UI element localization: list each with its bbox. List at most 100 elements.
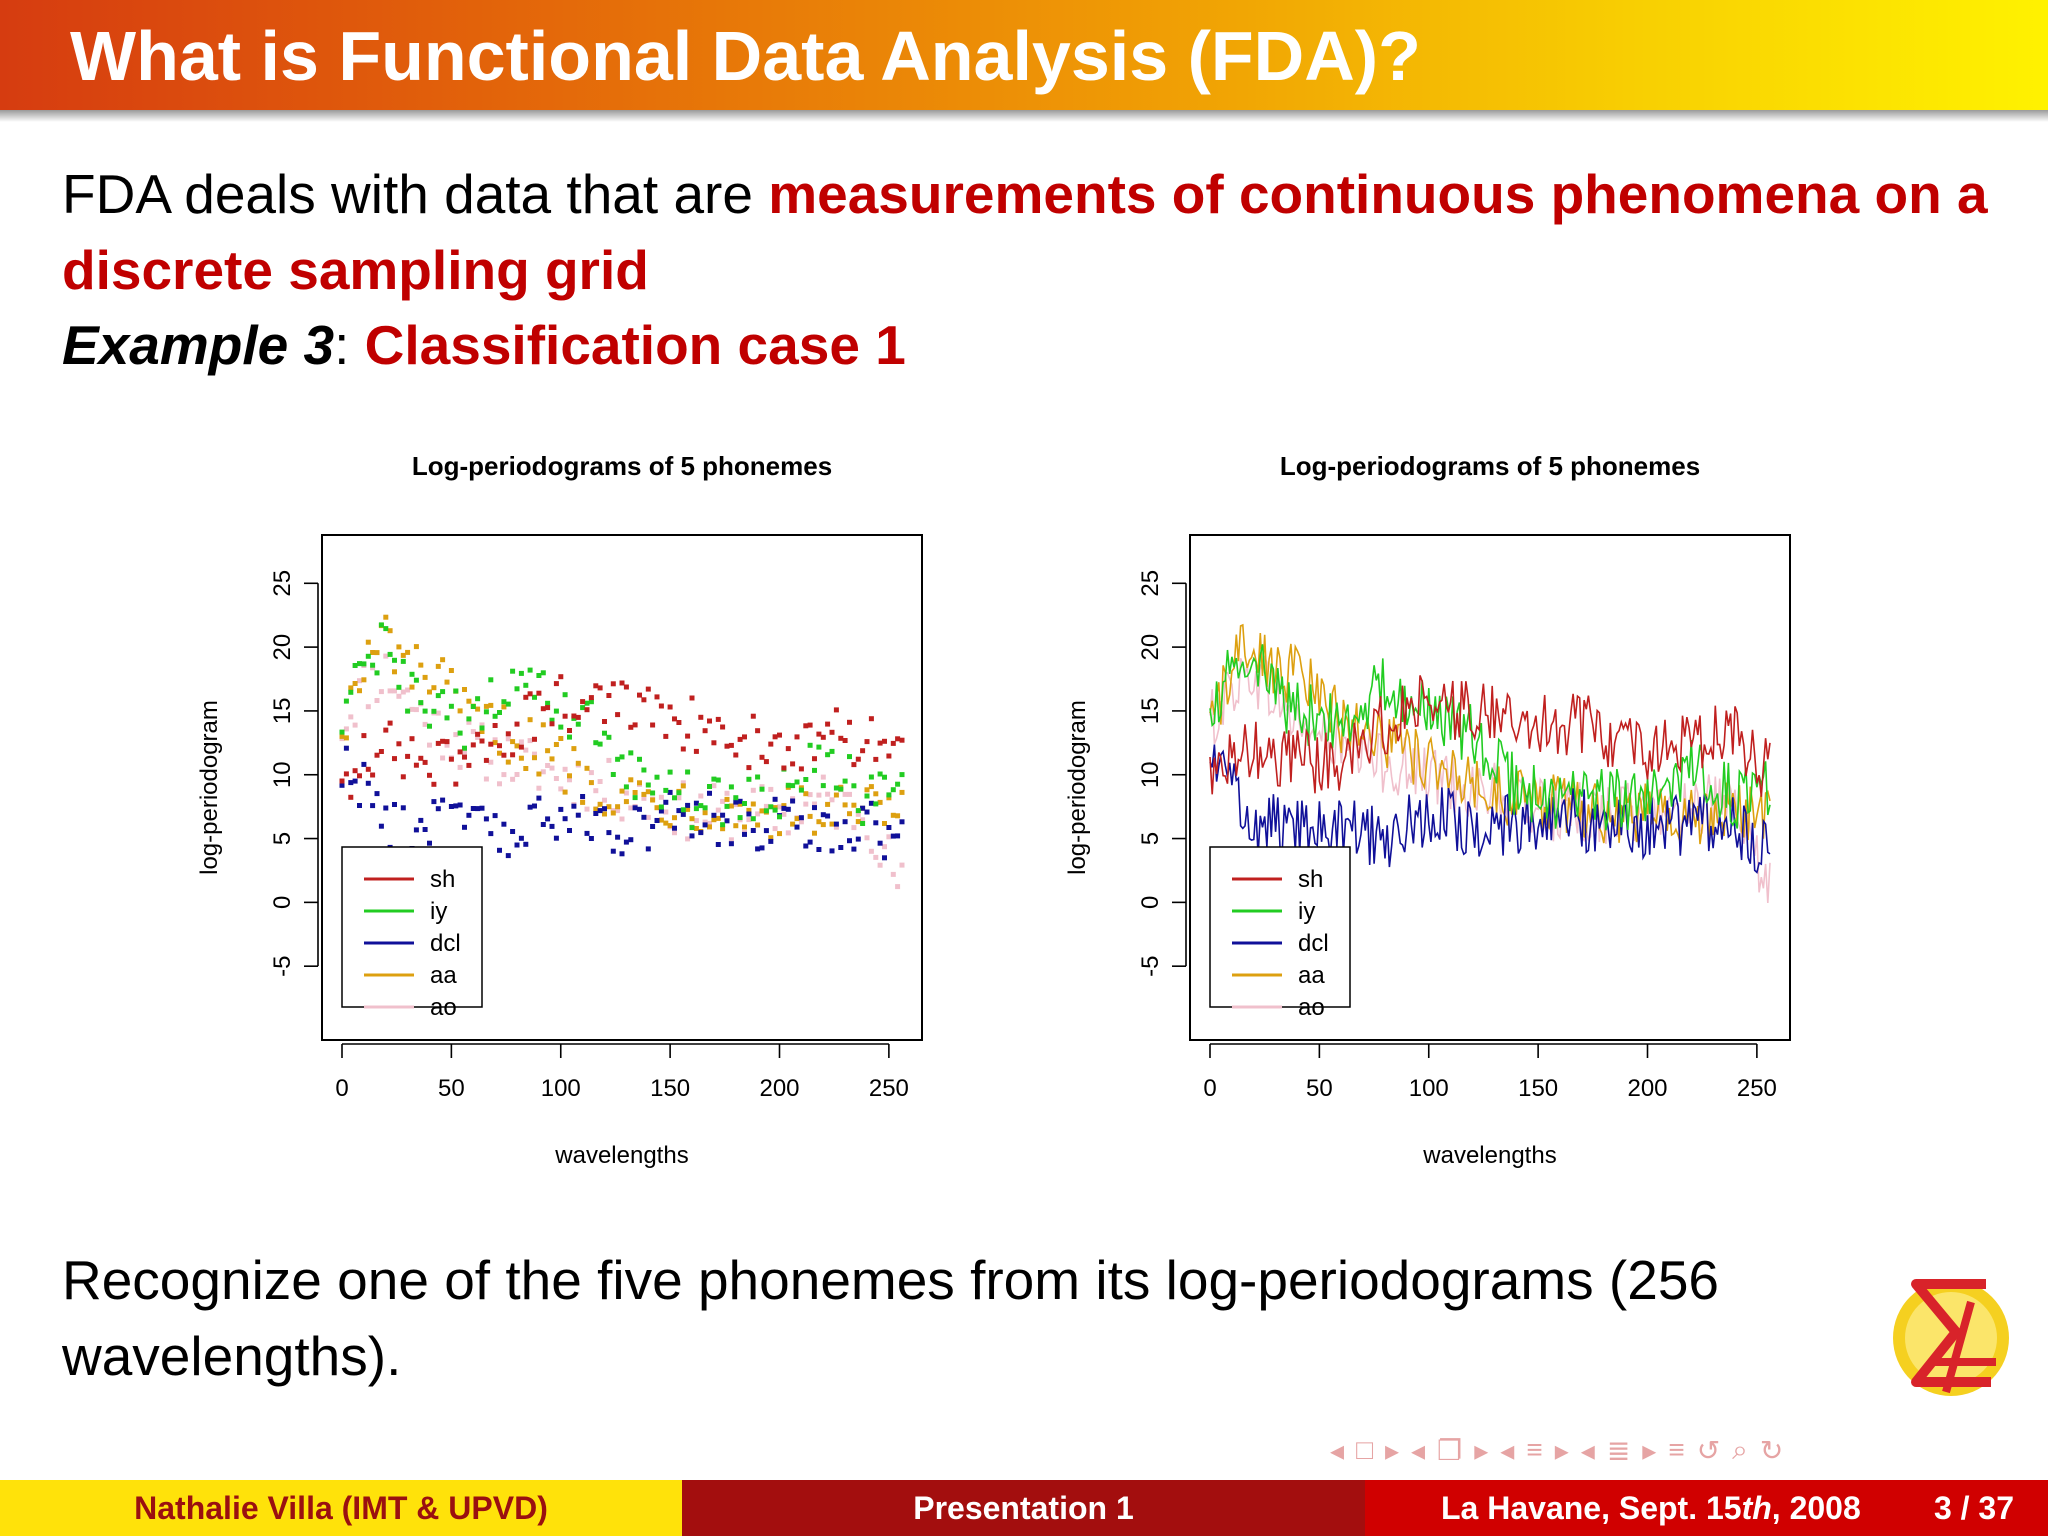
frame-icon[interactable]: □ [1356,1434,1373,1465]
data-point [637,692,642,698]
data-point [820,774,826,780]
data-point [798,766,804,772]
data-point [895,813,901,819]
data-point [838,735,844,741]
data-point [475,734,481,740]
y-axis-label: log-periodogram [196,700,223,875]
arrow-right-icon[interactable]: ▸ [1642,1434,1657,1466]
data-point [825,721,831,727]
x-tick-label: 50 [1306,1075,1333,1102]
data-point [588,695,594,701]
data-point [532,736,537,742]
data-point [470,729,476,735]
data-point [877,840,883,846]
data-point [860,821,866,826]
y-tick-label: 20 [269,634,296,661]
data-point [523,766,529,771]
arrow-left-icon[interactable]: ◂ [1580,1434,1595,1466]
data-point [562,766,568,772]
data-point [772,805,778,811]
data-point [532,755,537,761]
data-point [422,674,428,680]
data-point [864,739,870,745]
data-point [584,806,590,812]
data-point [588,770,594,776]
search-icon[interactable]: ⌕ [1732,1433,1748,1465]
data-point [658,808,664,814]
data-point [759,845,765,851]
data-point [606,804,612,810]
data-point [606,693,612,698]
data-point [693,800,699,806]
data-point [851,783,857,789]
data-point [505,853,511,859]
data-point [847,719,852,725]
data-point [833,792,839,798]
data-point [812,756,817,762]
data-point [672,815,677,821]
data-point [348,794,354,800]
list-icon[interactable]: ≣ [1606,1434,1631,1466]
data-point [886,753,892,759]
data-point [497,750,502,756]
data-point [510,776,516,782]
data-point [615,808,621,814]
data-point [558,786,564,792]
subsection-icon[interactable]: ❐ [1437,1434,1463,1466]
data-point [724,818,730,824]
arrow-right-icon[interactable]: ▸ [1474,1434,1489,1466]
data-point [693,818,699,824]
data-point [803,843,809,849]
data-point [440,657,446,663]
data-point [435,710,441,716]
arrow-left-icon[interactable]: ◂ [1330,1434,1345,1466]
align-icon[interactable]: ≡ [1668,1434,1685,1465]
legend: sh iy dcl aa ao [1209,846,1351,1021]
section-icon[interactable]: ≡ [1526,1434,1543,1465]
data-point [667,769,673,775]
data-point [711,812,717,818]
data-point [418,700,424,706]
data-point [409,684,415,690]
data-point [645,686,651,692]
data-point [816,744,822,750]
data-point [711,776,717,782]
undo-icon[interactable]: ↺ [1696,1434,1721,1466]
data-point [654,805,660,811]
data-point [545,763,551,768]
data-point [435,693,441,699]
arrow-left-icon[interactable]: ◂ [1500,1434,1515,1466]
footer-date-ordinal: th [1741,1490,1772,1526]
data-point [833,707,839,713]
legend-label: aa [430,962,457,989]
data-point [803,791,809,797]
data-point [588,836,594,841]
data-point [518,744,524,750]
data-point [405,687,411,693]
data-point [532,751,537,757]
data-point [763,808,769,814]
data-point [518,755,524,761]
data-point [440,689,446,695]
data-point [497,781,502,787]
data-point [619,754,625,760]
data-point [737,798,743,804]
data-point [702,822,708,828]
series-sh [339,674,905,800]
data-point [448,668,454,673]
data-point [807,722,813,728]
legend-label: aa [1298,962,1325,989]
data-point [558,736,564,741]
data-point [518,670,524,676]
data-point [728,803,734,809]
data-point [816,847,822,852]
data-point [606,757,612,763]
data-point [580,794,586,799]
data-point [365,780,371,786]
data-point [540,670,546,676]
arrow-left-icon[interactable]: ◂ [1411,1434,1426,1466]
redo-icon[interactable]: ↻ [1759,1434,1784,1466]
arrow-right-icon[interactable]: ▸ [1554,1434,1569,1466]
arrow-right-icon[interactable]: ▸ [1384,1434,1400,1466]
data-point [536,771,542,777]
